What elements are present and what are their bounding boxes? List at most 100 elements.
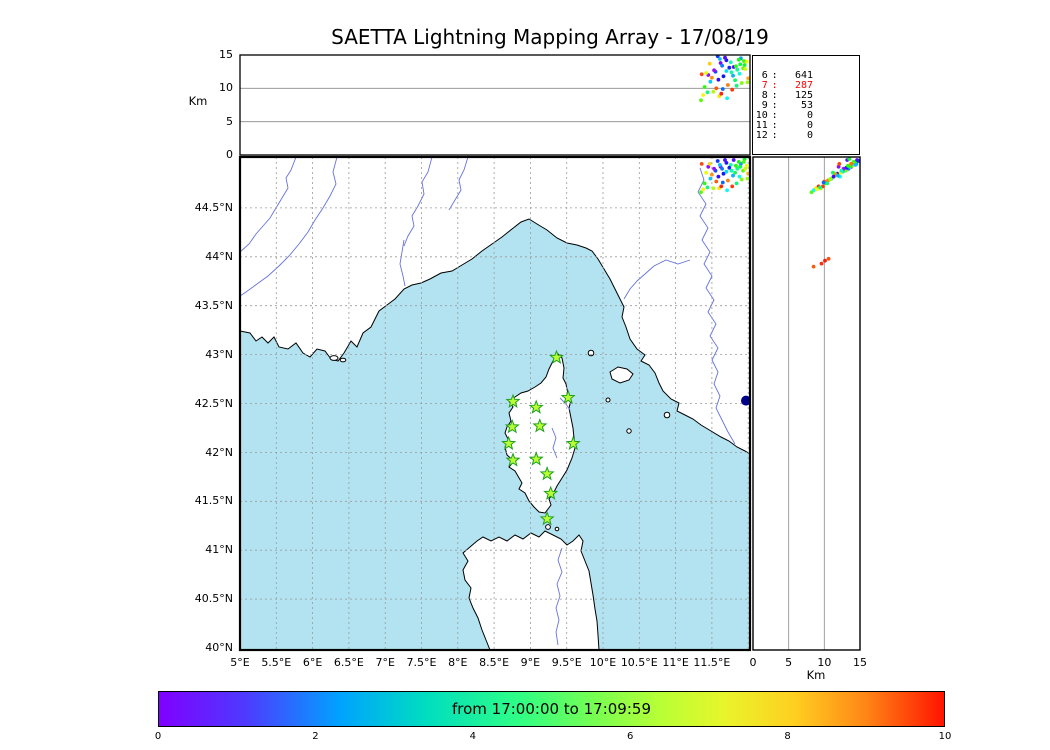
right-gridlines xyxy=(788,157,825,650)
stats-separator: : xyxy=(771,90,778,101)
stats-row: 10: 0 xyxy=(753,111,859,121)
stats-count: 125 xyxy=(794,90,813,101)
stats-separator: : xyxy=(771,70,778,81)
stats-level: 6 xyxy=(761,70,768,81)
hyeres-island xyxy=(329,355,339,361)
station-star-icon xyxy=(504,419,520,434)
lat-tick: 42.5°N xyxy=(194,396,233,410)
lat-tick: 44°N xyxy=(205,249,233,263)
right-axis-label: Km xyxy=(806,668,826,682)
topY-tick: 10 xyxy=(219,81,233,95)
lon-tick: 8.5°E xyxy=(479,656,510,669)
lon-tick: 9.5°E xyxy=(551,656,582,669)
figure-title: SAETTA Lightning Mapping Array - 17/08/1… xyxy=(331,25,769,49)
stats-count: 0 xyxy=(806,120,813,131)
station-star-icon xyxy=(505,393,521,408)
station-star-icon xyxy=(560,389,576,405)
station-markers xyxy=(501,349,581,526)
stats-count: 53 xyxy=(800,100,813,111)
topY-tick: 0 xyxy=(226,147,233,161)
cb-tick: 10 xyxy=(938,731,952,742)
stats-row: 8: 125 xyxy=(753,91,859,101)
stats-count: 0 xyxy=(806,110,813,121)
topY-tick: 5 xyxy=(226,114,233,128)
lon-tick: 7°E xyxy=(375,656,395,669)
station-star-icon xyxy=(532,418,548,433)
stats-separator: : xyxy=(771,80,778,91)
rightX-tick: 5 xyxy=(785,656,793,669)
station-star-icon xyxy=(539,465,555,481)
stats-separator: : xyxy=(771,120,778,131)
map-panel xyxy=(238,155,752,652)
rightX-tick: 15 xyxy=(853,656,867,669)
stats-level: 11 xyxy=(755,120,768,131)
lat-tick: 43.5°N xyxy=(194,298,233,312)
station-star-icon xyxy=(539,510,555,526)
lat-tick: 41°N xyxy=(205,543,233,557)
montecristo-island xyxy=(626,428,632,434)
lon-tick: 6°E xyxy=(302,656,323,669)
lightning-scatter-altitude xyxy=(699,55,750,103)
lat-tick: 40.5°N xyxy=(194,592,233,606)
maddalena-island-2 xyxy=(554,526,560,532)
lightning-scatter-latitude xyxy=(809,157,860,269)
altitude-axis-label: Km xyxy=(188,94,208,108)
station-star-icon xyxy=(505,452,521,467)
time-window-label: from 17:00:00 to 17:09:59 xyxy=(451,700,651,718)
lon-tick: 10.5°E xyxy=(620,656,658,669)
source-count-list: 6: 641 7: 287 8: 125 9: 53 10: 0 11: 0 12: 0 xyxy=(753,56,859,141)
lon-tick: 5°E xyxy=(230,656,250,669)
lon-tick: 10°E xyxy=(589,656,617,669)
lon-tick: 8°E xyxy=(448,656,468,669)
graticule xyxy=(240,157,750,650)
lon-tick: 11°E xyxy=(662,656,689,669)
altitude-latitude-panel xyxy=(752,156,861,651)
stats-count: 641 xyxy=(794,70,813,81)
lat-tick: 44.5°N xyxy=(194,201,233,214)
cb-tick: 6 xyxy=(627,731,634,742)
lon-tick: 11.5°E xyxy=(693,656,731,669)
rightX-tick: 0 xyxy=(749,656,757,669)
buoy-marker-icon xyxy=(741,395,750,406)
mainland xyxy=(240,157,750,454)
sardinia xyxy=(463,531,599,650)
stats-row: 9: 53 xyxy=(753,101,859,111)
stats-count: 287 xyxy=(794,80,813,91)
station-star-icon xyxy=(549,349,565,364)
lon-tick: 5.5°E xyxy=(261,656,292,669)
cb-tick: 8 xyxy=(784,731,791,742)
cb-tick: 0 xyxy=(154,731,162,742)
lat-tick: 40°N xyxy=(205,641,233,655)
corsica xyxy=(504,353,576,514)
cb-tick: 2 xyxy=(312,731,319,742)
stats-level: 7 xyxy=(761,80,768,91)
stats-level: 8 xyxy=(761,90,768,101)
lat-tick: 43°N xyxy=(205,347,233,361)
lon-tick: 6.5°E xyxy=(333,656,364,669)
maddalena-island xyxy=(545,524,551,530)
hyeres-island-2 xyxy=(339,357,347,363)
stats-row: 7: 287 xyxy=(753,81,859,91)
stats-level: 12 xyxy=(755,130,768,141)
giglio-island xyxy=(663,411,671,419)
stats-row: 12: 0 xyxy=(753,131,859,141)
station-star-icon xyxy=(528,399,544,414)
source-count-panel: 6: 641 7: 287 8: 125 9: 53 10: 0 11: 0 12: 0 xyxy=(752,55,860,155)
time-colorbar: from 17:00:00 to 17:09:59 xyxy=(158,691,945,727)
station-star-icon xyxy=(543,485,559,500)
stats-separator: : xyxy=(771,130,778,141)
stats-level: 10 xyxy=(755,110,768,121)
stats-separator: : xyxy=(771,100,778,111)
stats-row: 6: 641 xyxy=(753,71,859,81)
topY-tick: 15 xyxy=(219,48,233,61)
lon-tick: 9°E xyxy=(520,656,541,669)
stats-separator: : xyxy=(771,110,778,121)
station-star-icon xyxy=(565,435,581,451)
pianosa-island xyxy=(605,397,611,403)
lat-tick: 41.5°N xyxy=(194,494,233,508)
station-star-icon xyxy=(501,435,517,451)
elba-island xyxy=(609,366,634,384)
stats-count: 0 xyxy=(806,130,813,141)
